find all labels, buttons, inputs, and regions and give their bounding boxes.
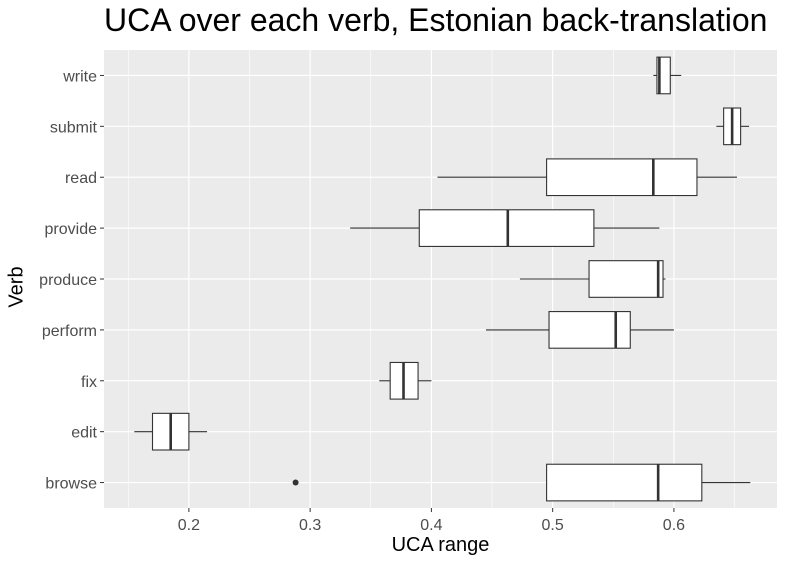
box-perform — [548, 311, 631, 349]
x-tick-label: 0.2 — [178, 517, 200, 534]
y-axis-label: Verb — [5, 266, 28, 308]
x-axis-label: UCA range — [391, 534, 490, 556]
x-tick-label: 0.5 — [542, 517, 564, 534]
y-tick-label-provide: provide — [45, 221, 98, 238]
y-tick-label-edit: edit — [71, 425, 97, 442]
y-tick-label-produce: produce — [39, 272, 97, 289]
box-read — [546, 158, 698, 197]
x-tick-label: 0.3 — [299, 517, 321, 534]
y-tick-label-submit: submit — [50, 119, 98, 136]
box-browse — [546, 463, 703, 502]
y-tick-label-read: read — [65, 170, 97, 187]
chart-title: UCA over each verb, Estonian back-transl… — [104, 2, 768, 38]
x-tick-label: 0.6 — [663, 517, 685, 534]
outlier-browse — [292, 479, 299, 486]
y-tick-label-fix: fix — [81, 374, 97, 391]
y-tick-label-write: write — [62, 68, 97, 85]
y-tick-label-perform: perform — [42, 323, 97, 340]
y-tick-label-browse: browse — [45, 476, 97, 493]
x-tick-label: 0.4 — [420, 517, 442, 534]
box-produce — [588, 260, 664, 298]
